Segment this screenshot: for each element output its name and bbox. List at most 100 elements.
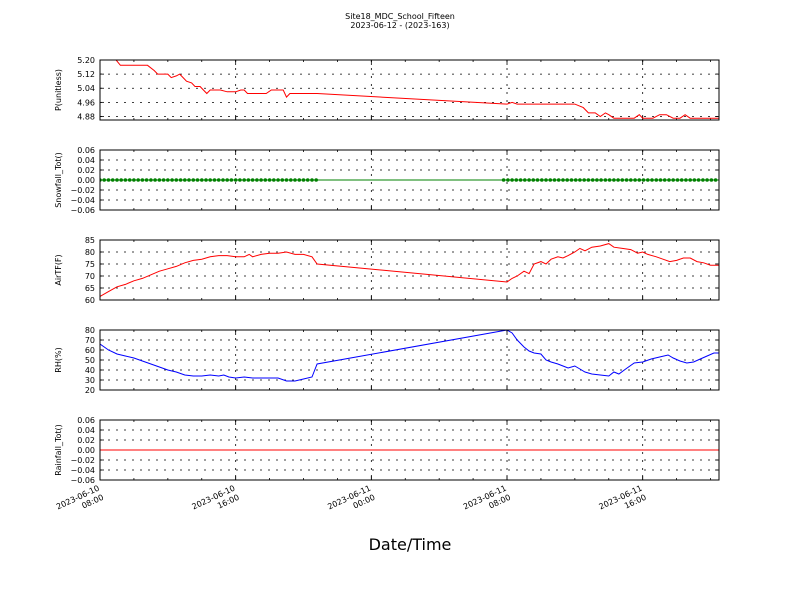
y-tick-label: 85: [85, 236, 95, 245]
data-point: [679, 178, 684, 182]
data-point: [607, 178, 612, 182]
series-line: [115, 60, 719, 119]
data-point: [709, 178, 714, 182]
data-point: [246, 178, 251, 182]
y-axis-label: P(unitless): [54, 69, 63, 111]
y-tick-label: 60: [85, 296, 95, 305]
y-tick-label: 0.06: [77, 146, 95, 155]
data-point: [115, 178, 119, 182]
data-point: [616, 178, 620, 182]
y-tick-label: 50: [85, 356, 95, 365]
data-point: [552, 178, 557, 182]
series-group: [100, 178, 719, 182]
data-point: [293, 178, 297, 182]
y-tick-label: 70: [85, 336, 95, 345]
y-tick-label: −0.06: [70, 206, 95, 215]
y-tick-label: 40: [85, 366, 95, 375]
data-point: [297, 178, 302, 182]
data-point: [675, 178, 680, 182]
data-point: [531, 178, 536, 182]
y-tick-label: −0.02: [70, 456, 95, 465]
data-point: [646, 178, 650, 182]
data-point: [624, 178, 629, 182]
data-point: [225, 178, 229, 182]
y-tick-label: 0.02: [77, 166, 95, 175]
data-point: [573, 178, 578, 182]
data-point: [595, 178, 599, 182]
y-tick-label: 30: [85, 376, 95, 385]
data-point: [688, 178, 692, 182]
panel-frame: [99, 329, 720, 391]
y-axis-label: RH(%): [54, 347, 63, 372]
data-point: [110, 178, 115, 182]
data-point: [221, 178, 225, 182]
panel-2: 0.060.040.020.00−0.02−0.04−0.06 Snowfall_…: [54, 146, 720, 215]
data-point: [667, 178, 671, 182]
data-point: [692, 178, 697, 182]
data-point: [501, 178, 506, 182]
data-point: [280, 178, 285, 182]
x-tick-label: 2023-06-1100:00: [326, 484, 376, 521]
panel-frame: [99, 149, 720, 211]
data-point: [578, 178, 582, 182]
data-point: [654, 178, 659, 182]
data-point: [612, 178, 616, 182]
data-point: [284, 178, 289, 182]
data-point: [191, 178, 196, 182]
series-line: [100, 243, 719, 297]
data-point: [540, 178, 544, 182]
y-axis-label: Rainfall_Tot(): [54, 424, 63, 476]
data-point: [276, 178, 280, 182]
series-group: [100, 330, 719, 382]
data-point: [106, 178, 111, 182]
data-point: [705, 178, 709, 182]
data-point: [263, 178, 268, 182]
data-point: [208, 178, 212, 182]
data-point: [233, 178, 238, 182]
data-point: [518, 178, 523, 182]
data-point: [166, 178, 170, 182]
data-point: [127, 178, 132, 182]
data-point: [506, 178, 510, 182]
y-tick-label: −0.04: [70, 466, 95, 475]
data-point: [149, 178, 153, 182]
data-point: [535, 178, 540, 182]
data-point: [153, 178, 157, 182]
y-tick-label: 5.04: [77, 84, 95, 93]
chart-subtitle: 2023-06-12 - (2023-163): [350, 21, 450, 30]
x-axis-label: Date/Time: [368, 535, 452, 554]
data-point: [650, 178, 654, 182]
series-line: [100, 330, 719, 382]
data-point: [161, 178, 166, 182]
data-point: [272, 178, 276, 182]
data-point: [620, 178, 625, 182]
data-point: [590, 178, 595, 182]
data-point: [599, 178, 603, 182]
series-group: [115, 60, 719, 119]
data-point: [556, 178, 561, 182]
data-point: [144, 178, 149, 182]
data-point: [671, 178, 675, 182]
y-tick-label: 0.02: [77, 436, 95, 445]
data-point: [310, 178, 314, 182]
data-point: [603, 178, 608, 182]
series-group: [100, 243, 719, 297]
y-tick-label: 80: [85, 248, 95, 257]
data-point: [242, 178, 246, 182]
data-point: [132, 178, 136, 182]
data-point: [216, 178, 221, 182]
panel-frame: [99, 59, 720, 121]
y-tick-label: −0.06: [70, 476, 95, 485]
y-tick-label: 20: [85, 386, 95, 395]
data-point: [119, 178, 123, 182]
data-point: [696, 178, 701, 182]
panel-frame: [99, 419, 720, 481]
x-tick-label: 2023-06-1008:00: [55, 484, 105, 521]
y-tick-label: 0.06: [77, 416, 95, 425]
data-point: [637, 178, 642, 182]
data-point: [633, 178, 637, 182]
data-point: [259, 178, 263, 182]
data-point: [523, 178, 527, 182]
